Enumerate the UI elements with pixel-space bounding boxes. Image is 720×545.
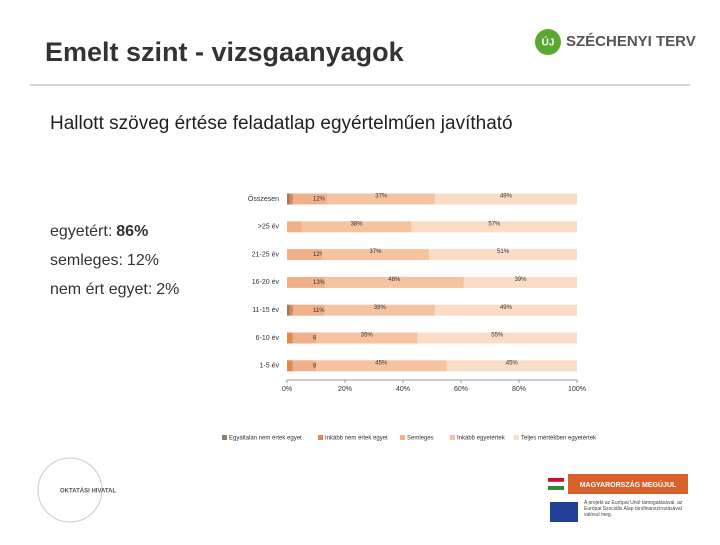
eu-note-box: A projekt az Európai Unió támogatásával,… (584, 500, 683, 518)
category-label: 16-20 év (252, 279, 280, 286)
value-label: 11% (313, 308, 325, 314)
chart: 0%20%40%60%80%100%Összesen1%1%12%37%49%>… (222, 193, 597, 442)
logo-text: SZÉCHENYI TERV (566, 33, 696, 50)
x-tick-label: 0% (282, 386, 292, 393)
bar-segment (292, 360, 316, 372)
category-label: 6-10 év (256, 335, 280, 342)
bar-segment (463, 276, 577, 288)
bar-segment (446, 360, 577, 372)
bar-segment (316, 332, 418, 344)
value-label: 38% (374, 305, 387, 311)
value-label: 55% (491, 333, 504, 339)
summary: egyetért: 86% semleges: 12% nem ért egyet: 2% (50, 223, 179, 298)
footer-left-logo: OKTATÁSI HIVATAL (60, 488, 116, 495)
summary-label: nem ért egyet: (50, 281, 152, 298)
legend-swatch (222, 435, 227, 440)
eu-note: A projekt az Európai Unió támogatásával,… (584, 500, 683, 518)
category-label: >25 év (258, 224, 280, 231)
bar-segment (417, 332, 577, 344)
bar-segment (287, 249, 322, 261)
footer-logo-ring (37, 457, 103, 523)
value-label: 45% (506, 360, 519, 366)
bar-segment (287, 360, 293, 372)
footer: OKTATÁSI HIVATAL MAGYARORSZÁG MEGÚJUL A … (37, 457, 688, 523)
bar-segment (324, 304, 435, 316)
value-label: 37% (375, 194, 388, 200)
legend-label: Inkább nem értek egyet (325, 436, 388, 442)
legend-swatch (400, 435, 405, 440)
value-label: 57% (488, 221, 501, 227)
flag (548, 478, 564, 482)
summary-label: egyetért: (50, 223, 112, 240)
value-label: 49% (500, 194, 513, 200)
legend-label: Semleges (407, 436, 434, 442)
slide-title: Emelt szint - vizsgaanyagok (45, 37, 405, 67)
eu-flag (550, 502, 578, 522)
bar-segment (324, 276, 464, 288)
logo-badge: ÚJ (542, 36, 555, 49)
summary-value: 12% (127, 252, 159, 269)
bar-segment (289, 304, 293, 316)
summary-value: 86% (116, 223, 148, 240)
bar-segment (434, 304, 577, 316)
banner (568, 474, 688, 494)
summary-label: semleges: (50, 252, 123, 269)
summary-line: egyetért: 86% (50, 223, 148, 240)
bar-segment (287, 332, 293, 344)
value-label: 49% (500, 305, 513, 311)
bar-segment (429, 249, 577, 261)
bar-segment (292, 193, 328, 205)
bar-segment (292, 304, 325, 316)
category-label: 1-5 év (260, 363, 280, 370)
value-label: 37% (369, 249, 382, 255)
x-tick-label: 60% (454, 386, 468, 393)
x-tick-label: 20% (338, 386, 352, 393)
x-tick-label: 100% (568, 386, 586, 393)
category-label: Összesen (248, 195, 279, 203)
bar-segment (321, 249, 430, 261)
legend-label: Egyáltalán nem értek egyet (229, 436, 302, 442)
bar-segment (287, 276, 325, 288)
subtitle: Hallott szöveg értése feladatlap egyérte… (50, 113, 513, 134)
value-label: 12% (313, 197, 326, 203)
summary-line: nem ért egyet: 2% (50, 281, 179, 298)
bar-segment (316, 360, 447, 372)
bar-segment (301, 221, 412, 233)
x-tick-label: 40% (396, 386, 410, 393)
legend-swatch (514, 435, 519, 440)
flag (547, 481, 565, 487)
x-tick-label: 80% (512, 386, 526, 393)
flag (548, 486, 564, 490)
legend-label: Teljes mértékben egyetértek (521, 436, 597, 442)
value-label: 39% (514, 277, 527, 283)
banner-text: MAGYARORSZÁG MEGÚJUL (580, 480, 677, 489)
summary-line: semleges: 12% (50, 252, 159, 269)
value-label: 48% (388, 277, 401, 283)
bar-segment (292, 332, 316, 344)
bar-segment (411, 221, 577, 233)
value-label: 35% (361, 333, 374, 339)
value-label: 51% (497, 249, 510, 255)
legend-swatch (318, 435, 323, 440)
bar-segment (434, 193, 577, 205)
category-label: 11-15 év (252, 307, 279, 314)
category-label: 21-25 év (252, 251, 280, 258)
summary-value: 2% (156, 281, 179, 298)
legend-swatch (450, 435, 455, 440)
logo-circle (535, 29, 561, 55)
bar-segment (287, 193, 290, 205)
legend-label: Inkább egyetértek (457, 436, 506, 442)
bar-segment (287, 304, 290, 316)
value-label: 13% (313, 280, 326, 286)
bar-segment (289, 193, 293, 205)
value-label: 12% (313, 252, 326, 258)
bar-segment (327, 193, 435, 205)
value-label: 38% (351, 221, 364, 227)
value-label: 45% (375, 360, 388, 366)
bar-segment (287, 221, 302, 233)
